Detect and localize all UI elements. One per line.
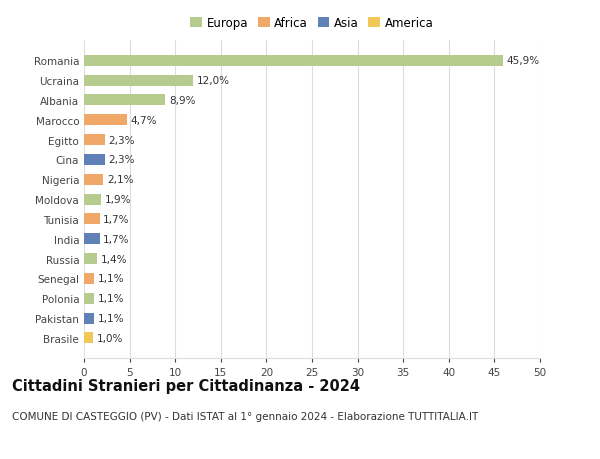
Text: 45,9%: 45,9% <box>506 56 539 66</box>
Legend: Europa, Africa, Asia, America: Europa, Africa, Asia, America <box>188 15 436 32</box>
Text: 1,7%: 1,7% <box>103 234 130 244</box>
Text: 1,7%: 1,7% <box>103 214 130 224</box>
Bar <box>84 274 94 284</box>
Bar <box>84 95 165 106</box>
Bar <box>84 194 101 205</box>
Text: Cittadini Stranieri per Cittadinanza - 2024: Cittadini Stranieri per Cittadinanza - 2… <box>12 379 360 394</box>
Text: 8,9%: 8,9% <box>169 96 196 106</box>
Bar <box>84 174 103 185</box>
Bar <box>84 56 503 67</box>
Text: 12,0%: 12,0% <box>197 76 230 86</box>
Text: COMUNE DI CASTEGGIO (PV) - Dati ISTAT al 1° gennaio 2024 - Elaborazione TUTTITAL: COMUNE DI CASTEGGIO (PV) - Dati ISTAT al… <box>12 411 478 421</box>
Text: 2,3%: 2,3% <box>109 155 135 165</box>
Text: 1,1%: 1,1% <box>98 294 124 303</box>
Text: 2,3%: 2,3% <box>109 135 135 146</box>
Text: 1,1%: 1,1% <box>98 274 124 284</box>
Bar <box>84 313 94 324</box>
Bar <box>84 135 105 146</box>
Text: 4,7%: 4,7% <box>131 116 157 125</box>
Text: 1,0%: 1,0% <box>97 333 123 343</box>
Bar <box>84 293 94 304</box>
Bar <box>84 214 100 225</box>
Text: 1,9%: 1,9% <box>105 195 131 205</box>
Text: 2,1%: 2,1% <box>107 175 133 185</box>
Bar <box>84 75 193 86</box>
Text: 1,4%: 1,4% <box>100 254 127 264</box>
Text: 1,1%: 1,1% <box>98 313 124 324</box>
Bar <box>84 234 100 245</box>
Bar <box>84 333 93 344</box>
Bar <box>84 115 127 126</box>
Bar <box>84 155 105 166</box>
Bar <box>84 253 97 264</box>
